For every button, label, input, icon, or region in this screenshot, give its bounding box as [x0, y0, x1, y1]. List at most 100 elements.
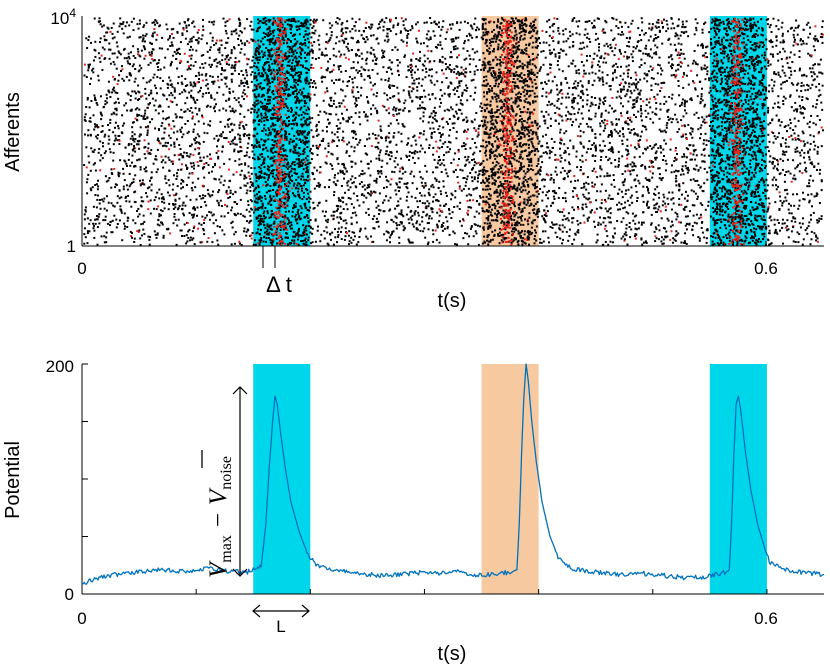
spike-3093 [697, 128, 700, 131]
spike-2112 [283, 177, 286, 180]
spike-3956 [808, 148, 811, 151]
spike-998 [149, 53, 152, 56]
spike-4826 [582, 131, 585, 134]
spike-2612 [642, 152, 645, 155]
spike-3908 [713, 161, 716, 164]
spike-2845 [336, 179, 339, 182]
spike-4978 [179, 153, 182, 156]
spike-2414 [301, 172, 304, 175]
spike-1443 [370, 107, 372, 110]
spike-3612 [438, 214, 441, 217]
spike-4898 [759, 149, 762, 151]
spike-1979 [704, 21, 707, 24]
spike-3892 [387, 77, 390, 80]
spike-2235 [621, 155, 624, 158]
spike-4988 [150, 92, 153, 95]
spike-547 [339, 122, 342, 125]
spike-627 [706, 45, 709, 48]
spike-724 [86, 230, 89, 233]
spike-596 [666, 122, 669, 124]
spike-4686 [461, 145, 463, 148]
spike-3158 [756, 113, 759, 116]
spike-1146 [176, 185, 179, 188]
spike-270 [808, 221, 811, 224]
spike-3104 [702, 44, 704, 47]
spike-2755 [614, 47, 617, 50]
spike-4331 [306, 165, 309, 168]
spike-2225 [729, 75, 732, 78]
spike-4665 [263, 87, 266, 90]
spike-4142 [696, 195, 699, 198]
spike-217 [771, 87, 774, 90]
spike-2380 [591, 169, 594, 172]
spike-2935 [265, 47, 268, 49]
spike-37 [750, 107, 753, 110]
spike-4940 [342, 136, 345, 139]
spike-3913 [137, 140, 140, 143]
spike-1502 [651, 172, 654, 175]
spike-1586 [514, 30, 517, 33]
spike-1408 [655, 150, 658, 153]
spike-719 [310, 129, 313, 132]
spike-4365 [257, 95, 260, 98]
spike-1295 [541, 215, 544, 218]
spike-163 [427, 241, 430, 244]
spike-25 [266, 106, 269, 108]
spike-3513 [152, 21, 155, 24]
spike-2611 [669, 138, 672, 141]
spike-4884 [620, 203, 623, 206]
spike-3721 [250, 38, 253, 41]
spike-3380 [480, 102, 483, 105]
spike-2884 [249, 189, 252, 192]
spike-3561 [446, 175, 449, 178]
spike-528 [476, 69, 479, 71]
spike-2867 [491, 37, 494, 40]
spike-1355 [705, 115, 708, 118]
spike-4528 [204, 216, 207, 219]
spike-86 [619, 50, 621, 53]
spike-1698 [458, 74, 461, 77]
spike-1107 [198, 142, 201, 145]
spike-2568 [441, 25, 444, 28]
spike-113 [417, 211, 420, 214]
spike-3340 [438, 132, 441, 134]
spike-413 [153, 207, 155, 210]
spike-763 [682, 115, 685, 118]
spike-3939 [285, 137, 288, 140]
spike-4323 [419, 132, 421, 135]
spike-2483 [749, 124, 752, 127]
spike-4424 [541, 87, 544, 90]
spike-4252 [558, 51, 561, 54]
spike-730 [553, 223, 556, 226]
spike-176 [642, 100, 645, 103]
spike-4251 [154, 109, 157, 112]
spike-574 [169, 35, 171, 38]
spike-148 [773, 80, 776, 83]
spike-2720 [683, 73, 686, 76]
spike-2598 [424, 108, 427, 111]
spike-1537 [593, 79, 596, 82]
spike-951 [220, 135, 223, 138]
spike-4986 [389, 151, 392, 154]
spike-1099 [365, 36, 368, 38]
spike-906 [316, 204, 319, 207]
spike-986 [406, 187, 409, 190]
spike-2516 [785, 150, 788, 153]
spike-4333 [221, 150, 224, 153]
spike-2862 [651, 56, 654, 59]
spike-4974 [526, 192, 529, 195]
spike-2645 [206, 189, 209, 192]
spike-2553 [456, 205, 459, 208]
spike-2389 [397, 200, 400, 203]
spike-2068 [453, 171, 455, 174]
spike-1626 [497, 82, 500, 85]
spike-1165 [571, 93, 574, 96]
spike-496 [211, 21, 213, 24]
spike-4763 [623, 233, 626, 236]
spike-1459 [175, 178, 178, 180]
spike-2968 [219, 120, 222, 123]
spike-1069 [139, 36, 142, 39]
spike-1719 [165, 23, 168, 26]
spike-3512 [665, 100, 668, 103]
spike-3615 [392, 220, 395, 223]
